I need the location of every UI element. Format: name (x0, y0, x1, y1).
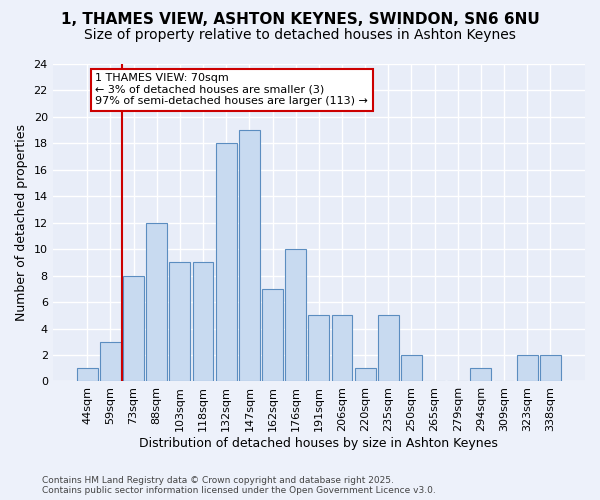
Y-axis label: Number of detached properties: Number of detached properties (15, 124, 28, 321)
Text: Size of property relative to detached houses in Ashton Keynes: Size of property relative to detached ho… (84, 28, 516, 42)
Bar (216, 144, 236, 382)
Bar (285, 249, 306, 382)
Bar (193, 262, 214, 382)
Bar (355, 368, 376, 382)
Bar (540, 355, 561, 382)
Bar (378, 316, 399, 382)
Bar (100, 342, 121, 382)
Bar (77, 368, 98, 382)
Bar (332, 316, 352, 382)
Text: 1 THAMES VIEW: 70sqm
← 3% of detached houses are smaller (3)
97% of semi-detache: 1 THAMES VIEW: 70sqm ← 3% of detached ho… (95, 74, 368, 106)
Bar (123, 276, 144, 382)
Bar (517, 355, 538, 382)
X-axis label: Distribution of detached houses by size in Ashton Keynes: Distribution of detached houses by size … (139, 437, 498, 450)
Text: 1, THAMES VIEW, ASHTON KEYNES, SWINDON, SN6 6NU: 1, THAMES VIEW, ASHTON KEYNES, SWINDON, … (61, 12, 539, 28)
Bar (146, 222, 167, 382)
Bar (239, 130, 260, 382)
Bar (401, 355, 422, 382)
Bar (308, 316, 329, 382)
Bar (169, 262, 190, 382)
Text: Contains HM Land Registry data © Crown copyright and database right 2025.
Contai: Contains HM Land Registry data © Crown c… (42, 476, 436, 495)
Bar (470, 368, 491, 382)
Bar (262, 289, 283, 382)
